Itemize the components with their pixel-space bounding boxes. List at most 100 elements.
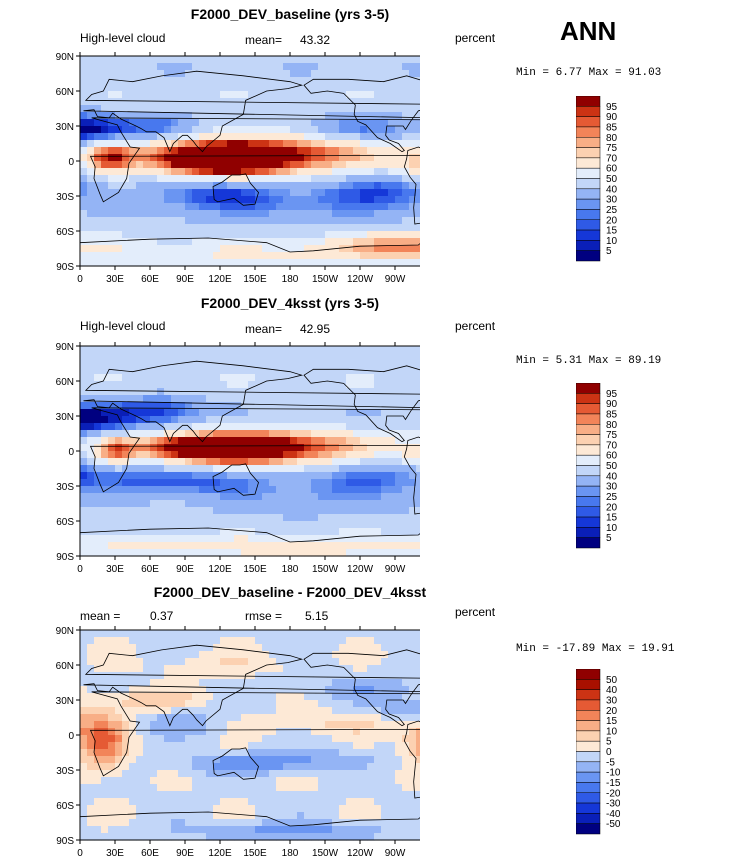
field-cell xyxy=(234,196,242,204)
field-cell xyxy=(395,388,403,396)
colorbar-swatch xyxy=(576,178,601,190)
field-cell xyxy=(304,210,312,218)
field-cell xyxy=(269,651,277,659)
field-cell xyxy=(143,493,151,501)
field-cell xyxy=(87,189,95,197)
field-cell xyxy=(304,119,312,127)
field-cell xyxy=(129,217,137,225)
field-cell xyxy=(409,679,417,687)
field-cell xyxy=(346,252,354,260)
field-cell xyxy=(87,549,95,557)
field-cell xyxy=(297,637,305,645)
field-cell xyxy=(234,168,242,176)
field-cell xyxy=(136,416,144,424)
field-cell xyxy=(94,402,102,410)
field-cell xyxy=(164,472,172,480)
field-cell xyxy=(87,245,95,253)
field-cell xyxy=(262,245,270,253)
field-cell xyxy=(185,381,193,389)
field-cell xyxy=(276,70,284,78)
field-cell xyxy=(311,346,319,354)
field-cell xyxy=(143,535,151,543)
field-cell xyxy=(262,409,270,417)
field-cell xyxy=(248,175,256,183)
field-cell xyxy=(367,479,375,487)
field-cell xyxy=(332,528,340,536)
field-cell xyxy=(346,686,354,694)
field-cell xyxy=(178,112,186,120)
field-cell xyxy=(339,549,347,557)
field-cell xyxy=(185,367,193,375)
field-cell xyxy=(108,630,116,638)
field-cell xyxy=(213,444,221,452)
field-cell xyxy=(290,549,298,557)
field-cell xyxy=(339,203,347,211)
field-cell xyxy=(94,630,102,638)
field-cell xyxy=(136,126,144,134)
field-cell xyxy=(283,119,291,127)
field-cell xyxy=(220,353,228,361)
field-cell xyxy=(213,528,221,536)
field-cell xyxy=(157,672,165,680)
field-cell xyxy=(304,175,312,183)
field-cell xyxy=(290,651,298,659)
field-cell xyxy=(276,735,284,743)
field-cell xyxy=(94,175,102,183)
field-cell xyxy=(122,238,130,246)
field-cell xyxy=(409,528,417,536)
field-cell xyxy=(101,119,109,127)
field-cell xyxy=(136,763,144,771)
field-cell xyxy=(220,535,228,543)
field-cell xyxy=(255,168,263,176)
field-cell xyxy=(206,749,214,757)
field-cell xyxy=(241,56,249,64)
field-cell xyxy=(87,252,95,260)
field-cell xyxy=(150,465,158,473)
field-cell xyxy=(129,707,137,715)
field-cell xyxy=(227,686,235,694)
field-cell xyxy=(213,140,221,148)
min-value: 5.31 xyxy=(555,355,583,367)
field-cell xyxy=(311,353,319,361)
field-cell xyxy=(192,161,200,169)
field-cell xyxy=(353,203,361,211)
field-cell xyxy=(101,346,109,354)
field-cell xyxy=(360,98,368,106)
field-cell xyxy=(157,535,165,543)
field-cell xyxy=(241,252,249,260)
field-cell xyxy=(80,742,88,750)
field-cell xyxy=(388,252,396,260)
field-cell xyxy=(164,196,172,204)
field-cell xyxy=(143,252,151,260)
field-cell xyxy=(255,175,263,183)
field-cell xyxy=(115,549,123,557)
field-cell xyxy=(143,458,151,466)
field-cell xyxy=(360,154,368,162)
field-cell xyxy=(87,168,95,176)
field-cell xyxy=(283,154,291,162)
field-cell xyxy=(276,210,284,218)
field-cell xyxy=(283,231,291,239)
field-cell xyxy=(318,388,326,396)
field-cell xyxy=(381,521,389,529)
field-cell xyxy=(199,133,207,141)
field-cell xyxy=(87,182,95,190)
field-cell xyxy=(171,140,179,148)
field-cell xyxy=(367,119,375,127)
field-cell xyxy=(171,119,179,127)
field-cell xyxy=(220,154,228,162)
field-cell xyxy=(199,679,207,687)
field-cell xyxy=(304,196,312,204)
field-cell xyxy=(395,259,403,267)
field-cell xyxy=(297,644,305,652)
field-cell xyxy=(353,486,361,494)
field-cell xyxy=(164,203,172,211)
field-cell xyxy=(367,381,375,389)
field-cell xyxy=(360,644,368,652)
field-cell xyxy=(129,252,137,260)
field-cell xyxy=(150,91,158,99)
field-cell xyxy=(136,189,144,197)
field-cell xyxy=(164,238,172,246)
field-cell xyxy=(262,105,270,113)
field-cell xyxy=(367,423,375,431)
